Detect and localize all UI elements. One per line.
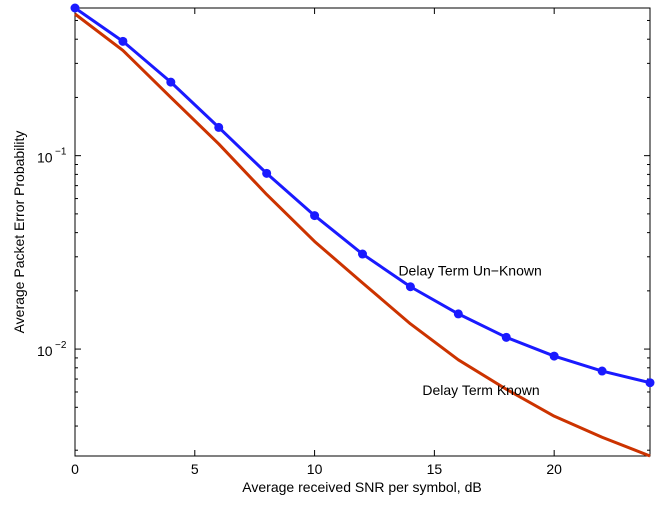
series-marker-0 [597,366,607,376]
y-tick-label-exponent: −2 [55,340,67,351]
y-axis-label: Average Packet Error Probability [11,131,27,334]
x-tick-label: 15 [427,461,443,477]
y-tick-label: 10 [37,343,53,359]
series-marker-0 [645,378,655,388]
series-marker-0 [262,168,272,178]
series-marker-0 [166,77,176,87]
series-marker-0 [310,211,320,221]
x-tick-label: 20 [546,461,562,477]
series-marker-0 [358,249,367,259]
annotation-delay-term-known: Delay Term Known [422,382,539,398]
series-marker-0 [549,351,559,361]
y-tick-label: 10 [37,150,53,166]
x-tick-label: 0 [71,461,79,477]
annotation-delay-term-unknown: Delay Term Un−Known [398,263,541,279]
series-marker-0 [214,122,224,132]
series-marker-0 [405,282,415,292]
series-marker-0 [501,332,511,342]
y-tick-label-exponent: −1 [55,147,67,158]
series-marker-0 [118,36,128,46]
series-line-1 [74,12,651,458]
series-marker-0 [453,309,463,319]
series-marker-0 [70,3,80,13]
x-axis-label: Average received SNR per symbol, dB [242,479,481,495]
x-tick-label: 5 [191,461,199,477]
x-tick-label: 10 [307,461,323,477]
